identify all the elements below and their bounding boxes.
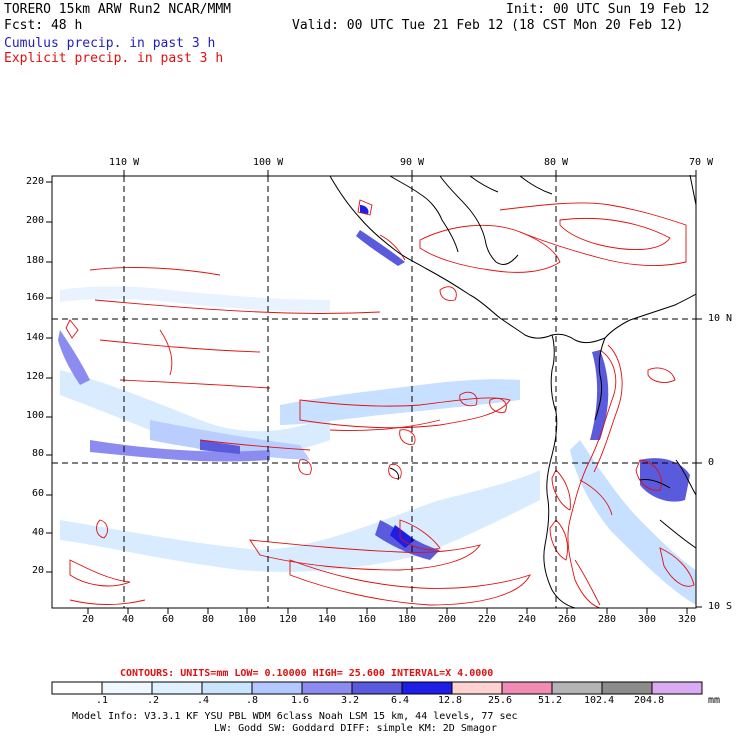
colorbar-level-3: .4 (197, 695, 210, 706)
x-tick-240: 240 (518, 614, 537, 625)
x-tick-120: 120 (279, 614, 298, 625)
colorbar-level-12: 204.8 (634, 695, 665, 706)
colorbar-level-6: 3.2 (341, 695, 360, 706)
lon-label-100w: 100 W (253, 157, 284, 168)
contours-info: CONTOURS: UNITS=mm LOW= 0.10000 HIGH= 25… (120, 668, 494, 679)
cumulus-legend: Cumulus precip. in past 3 h (4, 36, 216, 51)
explicit-contours (65, 199, 695, 609)
y-tick-140: 140 (26, 332, 45, 343)
y-tick-100: 100 (26, 410, 45, 421)
x-tick-260: 260 (558, 614, 577, 625)
x-tick-40: 40 (122, 614, 135, 625)
x-tick-60: 60 (162, 614, 175, 625)
coastlines (329, 174, 697, 609)
colorbar-unit: mm (708, 695, 721, 706)
colorbar-level-2: .2 (147, 695, 160, 706)
y-tick-180: 180 (26, 255, 45, 266)
x-tick-20: 20 (82, 614, 95, 625)
colorbar-level-4: .8 (246, 695, 259, 706)
y-tick-220: 220 (26, 176, 45, 187)
y-tick-160: 160 (26, 292, 45, 303)
lat-label-10n: 10 N (708, 313, 733, 324)
x-tick-160: 160 (358, 614, 377, 625)
x-tick-300: 300 (638, 614, 657, 625)
colorbar-level-11: 102.4 (584, 695, 615, 706)
colorbar-level-1: .1 (96, 695, 109, 706)
header-title: TORERO 15km ARW Run2 NCAR/MMM (4, 2, 231, 17)
y-tick-40: 40 (32, 527, 45, 538)
explicit-legend: Explicit precip. in past 3 h (4, 51, 224, 66)
physics-info: LW: Godd SW: Goddard DIFF: simple KM: 2D… (214, 723, 497, 734)
latlon-grid (52, 176, 696, 608)
y-tick-80: 80 (32, 448, 45, 459)
y-tick-120: 120 (26, 371, 45, 382)
x-tick-180: 180 (398, 614, 417, 625)
colorbar-level-9: 25.6 (488, 695, 513, 706)
init-time: Init: 00 UTC Sun 19 Feb 12 (506, 2, 710, 17)
forecast-hour: Fcst: 48 h (4, 18, 83, 33)
lon-label-110w: 110 W (109, 157, 140, 168)
lon-label-80w: 80 W (544, 157, 569, 168)
y-tick-20: 20 (32, 565, 45, 576)
colorbar-level-7: 6.4 (391, 695, 410, 706)
lat-label-10s: 10 S (708, 601, 733, 612)
colorbar-level-8: 12.8 (438, 695, 463, 706)
x-tick-220: 220 (478, 614, 497, 625)
x-tick-200: 200 (438, 614, 457, 625)
cumulus-shading (58, 205, 696, 605)
valid-time: Valid: 00 UTC Tue 21 Feb 12 (18 CST Mon … (292, 18, 684, 33)
model-info: Model Info: V3.3.1 KF YSU PBL WDM 6class… (72, 711, 518, 722)
x-tick-80: 80 (202, 614, 215, 625)
x-tick-280: 280 (598, 614, 617, 625)
x-tick-320: 320 (678, 614, 697, 625)
lat-label-0: 0 (708, 457, 715, 468)
colorbar-level-10: 51.2 (538, 695, 563, 706)
x-tick-140: 140 (318, 614, 337, 625)
y-tick-200: 200 (26, 215, 45, 226)
frame-ticks (46, 170, 702, 614)
map-frame (51, 175, 697, 609)
x-tick-100: 100 (238, 614, 257, 625)
lon-label-90w: 90 W (400, 157, 425, 168)
lon-label-70w: 70 W (689, 157, 714, 168)
y-tick-60: 60 (32, 488, 45, 499)
colorbar-level-5: 1.6 (291, 695, 310, 706)
